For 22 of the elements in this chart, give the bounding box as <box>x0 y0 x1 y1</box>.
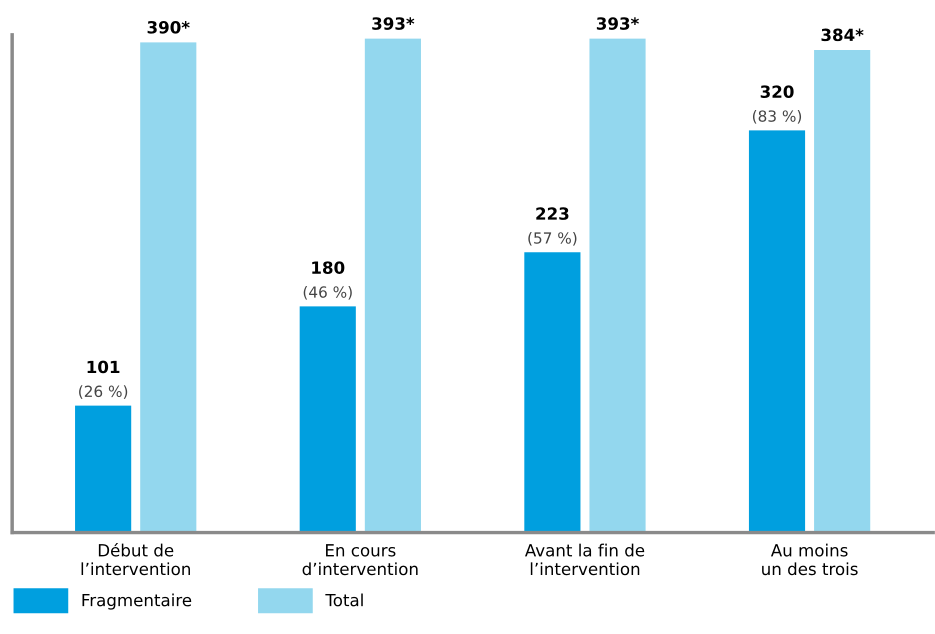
data-label: 101 (26 %) <box>79 360 128 399</box>
bar <box>589 38 646 533</box>
x-tick-label: Avant la fin de l’intervention <box>524 544 644 576</box>
bar <box>524 252 580 533</box>
x-tick-label: Début de l’intervention <box>82 543 190 576</box>
data-label: 393* <box>596 17 639 30</box>
bar <box>814 50 870 533</box>
bar <box>364 38 421 533</box>
data-label: 180 (46 %) <box>304 261 352 300</box>
legend-label: Total <box>325 594 363 606</box>
legend-label: Fragmentaire <box>82 594 192 610</box>
data-label: 384* <box>822 28 864 42</box>
data-label: 320 (83 %) <box>752 85 802 124</box>
data-label: 390* <box>148 21 190 34</box>
bar <box>75 406 132 533</box>
data-label: 393* <box>372 17 414 30</box>
data-label: 223 (57 %) <box>528 207 576 246</box>
bar <box>300 306 356 533</box>
x-tick-label: En cours d’intervention <box>302 544 418 576</box>
bar <box>140 42 196 533</box>
x-tick-label: Au moins un des trois <box>762 544 858 576</box>
bar <box>748 130 806 533</box>
